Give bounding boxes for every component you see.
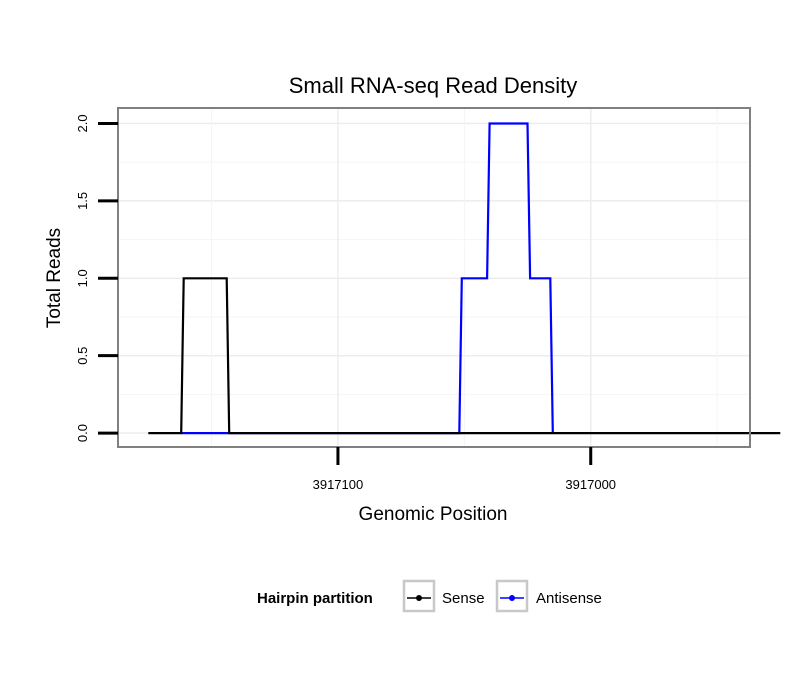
y-tick-label: 0.0 <box>75 424 90 442</box>
y-tick-label: 0.5 <box>75 347 90 365</box>
legend-key-antisense <box>495 579 529 613</box>
x-axis: 3917100 3917000 <box>313 447 616 492</box>
legend-label-antisense: Antisense <box>536 590 602 607</box>
x-tick-label: 3917100 <box>313 477 364 492</box>
series-line-sense <box>148 277 781 435</box>
x-axis-title: Genomic Position <box>359 504 508 525</box>
y-axis: 0.0 0.5 1.0 1.5 2.0 <box>75 114 118 442</box>
chart-title: Small RNA-seq Read Density <box>289 73 578 98</box>
legend: Hairpin partition Sense Antisense <box>257 579 602 613</box>
y-tick-label: 1.5 <box>75 192 90 210</box>
legend-title: Hairpin partition <box>257 590 373 607</box>
y-tick-label: 2.0 <box>75 114 90 132</box>
grid-lines <box>118 108 750 447</box>
legend-key-sense-point <box>416 595 422 601</box>
x-tick-label: 3917000 <box>565 477 616 492</box>
series-layer <box>148 122 781 435</box>
legend-label-sense: Sense <box>442 590 485 607</box>
y-axis-title: Total Reads <box>44 228 65 328</box>
y-tick-label: 1.0 <box>75 269 90 287</box>
legend-key-antisense-point <box>509 595 515 601</box>
